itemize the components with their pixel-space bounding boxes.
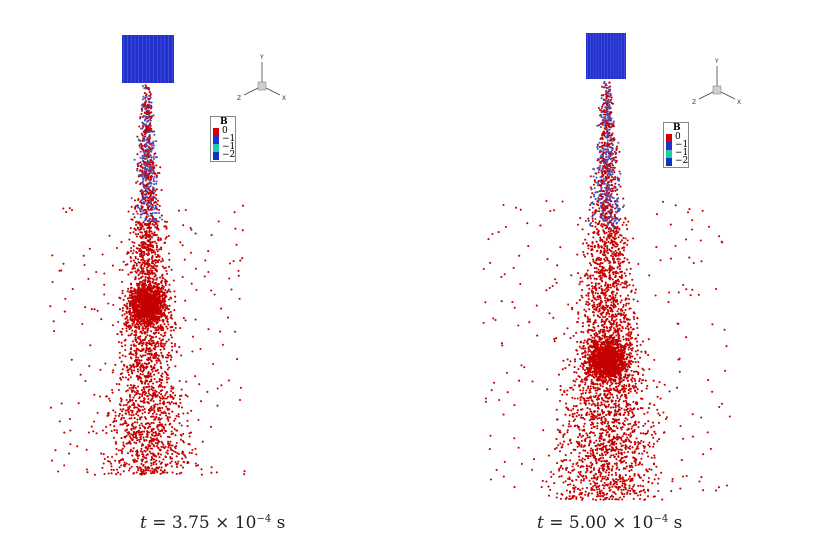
legend-label: −1 [675,148,689,158]
axis-triad: Y X Z [692,58,741,106]
legend-swatch [213,136,219,144]
legend-label: 0 [675,132,681,142]
axis-y-label: Y [259,54,264,61]
legend-swatch [666,158,672,166]
time-caption: t = 5.00 × 10−4 s [537,513,682,533]
axis-y-label: Y [714,58,719,65]
legend-swatch [666,150,672,158]
simulation-panel-t500: Y X Z B 0 −1 −1 −2 t = 5.00 × 10−4 s [407,0,814,548]
legend-title: B [673,123,681,133]
time-variable: t [140,513,147,533]
legend-label: −2 [675,156,689,166]
legend-swatch [213,128,219,136]
time-exponent: −4 [653,513,669,525]
legend-swatch [213,152,219,160]
legend-title: B [220,117,228,127]
legend-entry: −2 [213,150,236,160]
legend-entry: −2 [666,156,689,166]
spray-plot-left: Y X Z [49,35,286,476]
time-exponent: −4 [256,513,272,525]
time-value: = 3.75 × 10 [152,513,257,533]
legend-entry: 0 [213,126,233,136]
time-unit: s [668,513,683,533]
color-legend: B 0 −1 −1 −2 [210,116,236,162]
simulation-panel-t375: Y X Z B 0 −1 −1 −2 t = 3.75 × 10−4 s [49,35,286,533]
time-variable: t [537,513,544,533]
particle-cloud [482,81,731,502]
color-legend: B 0 −1 −1 −2 [663,122,689,168]
legend-swatch [666,142,672,150]
axis-x-label: X [282,95,286,102]
time-unit: s [271,513,286,533]
nozzle-block [122,35,174,83]
legend-label: −1 [675,140,689,150]
legend-label: −1 [222,134,236,144]
legend-label: −1 [222,142,236,152]
particle-cloud [49,84,246,476]
legend-label: 0 [222,126,228,136]
axis-z-label: Z [237,95,241,102]
legend-entry: −1 [213,142,236,152]
legend-swatch [213,144,219,152]
axis-x-label: X [737,99,741,106]
legend-entry: −1 [666,148,689,158]
legend-entry: 0 [666,132,686,142]
time-value: = 5.00 × 10 [549,513,654,533]
time-caption: t = 3.75 × 10−4 s [140,513,285,533]
legend-swatch [666,134,672,142]
legend-label: −2 [222,150,236,160]
axis-triad: Y X Z [237,54,286,102]
nozzle-block [586,33,626,79]
legend-entry: −1 [666,140,689,150]
spray-plot-right: Y X Z [482,33,741,502]
legend-entry: −1 [213,134,236,144]
axis-z-label: Z [692,99,696,106]
